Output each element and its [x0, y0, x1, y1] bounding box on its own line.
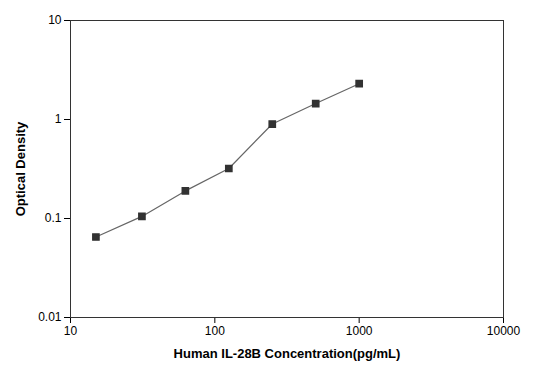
svg-text:0.01: 0.01 — [38, 310, 62, 324]
svg-text:100: 100 — [205, 324, 225, 338]
svg-text:1000: 1000 — [346, 324, 373, 338]
svg-text:1: 1 — [55, 112, 62, 126]
svg-text:Human IL-28B Concentration(pg/: Human IL-28B Concentration(pg/mL) — [174, 346, 401, 361]
svg-text:10: 10 — [48, 13, 62, 27]
svg-text:0.1: 0.1 — [45, 211, 62, 225]
svg-text:10000: 10000 — [487, 324, 521, 338]
svg-text:10: 10 — [64, 324, 78, 338]
svg-text:Optical Density: Optical Density — [13, 121, 28, 216]
